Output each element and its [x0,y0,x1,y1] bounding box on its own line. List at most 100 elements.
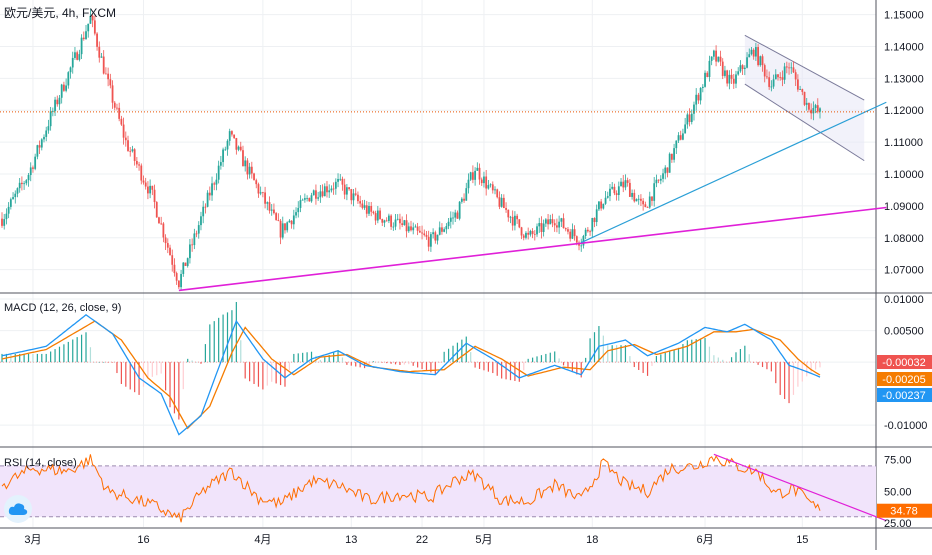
candle-body [111,85,114,103]
candle-body [553,223,556,226]
rsi-band [0,465,876,517]
candle-body [189,244,191,259]
candle-body [109,79,112,86]
candle-body [768,77,771,87]
tradingview-logo[interactable] [4,495,32,523]
channel-upper-line [744,34,865,101]
candle-body [290,220,293,225]
candle-body [392,226,395,228]
candle-body [32,167,34,169]
macd-histogram-bar [607,345,609,363]
candle-body [219,162,222,166]
price-axis-tick: 1.13000 [884,73,924,85]
macd-histogram-bar [23,353,25,363]
candle-body [633,192,636,202]
rsi-value-box [877,503,932,518]
candle-body [49,111,52,127]
macd-histogram-bar [439,362,441,363]
candle-body [673,148,675,160]
candle-body [586,229,589,232]
candle-body [436,234,439,241]
candle-body [666,167,669,173]
candle-body [284,223,286,231]
macd-histogram-bar [165,362,167,391]
macd-histogram-bar [209,324,211,363]
macd-axis-tick: 0.01000 [884,294,924,306]
candle-body [250,166,253,174]
candle-body [78,54,81,60]
candle-body [589,231,591,233]
candle-body [343,184,346,195]
macd-histogram-bar [182,362,184,390]
macd-histogram-bar [36,353,38,363]
candle-body [726,70,729,84]
candle-body [810,109,813,114]
candle-body [710,56,713,61]
rsi-title: RSI (14, close) [4,457,77,469]
macd-histogram-bar [231,310,233,363]
candle-body [491,184,494,191]
macd-histogram-bar [571,362,573,372]
candle-body [460,198,463,202]
channel-lower-line [744,83,865,162]
macd-histogram-bar [461,339,463,363]
candle-body [792,67,795,73]
macd-histogram-bar [32,353,34,363]
candle-body [580,245,583,247]
candle-body [719,56,722,62]
macd-histogram-bar [226,312,229,363]
candle-body [297,207,300,213]
candle-body [233,134,236,139]
macd-histogram-bar [540,355,543,363]
candle-body [690,113,693,122]
candle-body [23,183,26,185]
candle-body [801,89,804,92]
candle-body [410,226,412,231]
macd-histogram-bar [297,353,299,363]
candle-body [257,184,260,194]
candle-body [567,229,569,232]
macd-histogram-bar [434,362,436,375]
chart-title: 欧元/美元, 4h, FXCM [4,6,116,20]
candle-body [438,227,441,235]
time-axis-tick: 4月 [254,534,271,546]
macd-histogram-bar [492,362,494,374]
signal-value: -0.00205 [882,374,925,386]
candle-body [412,227,415,231]
macd-title: MACD (12, 26, close, 9) [4,302,121,314]
candle-body [540,223,543,232]
candle-body [441,227,443,232]
macd-histogram-bar [593,332,596,363]
candle-body [197,225,200,234]
macd-histogram-bar [620,345,622,363]
macd-histogram-bar [527,358,529,363]
candle-body [158,217,160,224]
macd-histogram-bar [10,353,12,363]
candle-body [354,193,357,195]
candle-body [732,78,735,84]
candle-body [416,226,419,231]
candle-body [45,130,48,137]
macd-histogram-bar [761,362,764,368]
macd-histogram-bar [514,362,516,381]
candle-body [350,189,353,201]
candle-body [235,138,238,150]
candle-body [122,124,125,138]
macd-histogram-bar [567,362,569,369]
candle-body [571,229,574,239]
candle-body [365,205,368,214]
candle-body [12,197,14,200]
macd-histogram-bar [103,362,105,363]
time-axis: 3月 16 4月 13 22 5月 18 6月 15 [24,534,808,546]
time-axis-tick: 6月 [696,534,713,546]
candle-body [774,74,777,80]
macd-histogram-bar [333,352,335,363]
candle-body [87,23,90,32]
candle-body [721,61,724,76]
macd-histogram-bar [134,362,136,393]
macd-histogram-bar [580,362,582,378]
macd-histogram-bar [324,357,326,363]
candle-body [76,52,79,60]
